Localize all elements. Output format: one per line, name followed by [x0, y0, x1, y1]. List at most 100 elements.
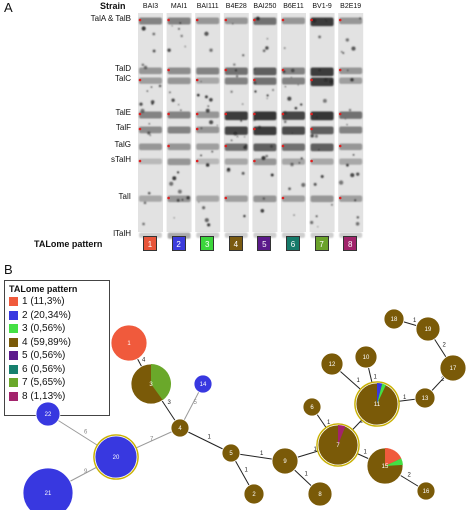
blot-speckle	[312, 18, 317, 23]
blot-speckle	[352, 153, 355, 156]
legend-swatch	[9, 324, 18, 334]
blot-band	[253, 77, 277, 85]
legend-item: 7 (5,65%)	[9, 376, 105, 390]
node-pie-slice	[385, 448, 402, 466]
blot-speckle	[350, 77, 354, 82]
blot-speckle	[322, 98, 327, 103]
blot-speckle	[317, 226, 319, 228]
band-row-label: TalF	[115, 123, 131, 132]
band-marker	[138, 112, 142, 116]
band-marker	[338, 68, 342, 72]
lane-label: B4E28	[225, 3, 247, 10]
band-row-label: TalC	[114, 74, 131, 83]
node-label: 9	[283, 459, 287, 465]
blot-band	[310, 195, 334, 203]
pattern-box: 2	[171, 236, 186, 251]
blot-speckle	[254, 90, 257, 93]
blot-speckle	[290, 162, 294, 167]
blot-speckle	[204, 95, 208, 99]
edge-distance-label: 7	[150, 437, 154, 443]
blot-speckle	[345, 163, 349, 167]
band-marker	[224, 18, 228, 22]
network-node: 2	[243, 483, 265, 505]
band-marker	[310, 112, 313, 116]
blot-speckle	[287, 96, 292, 101]
band-marker	[224, 196, 228, 200]
band-row-label: TalA & TalB	[90, 14, 131, 23]
legend-item: 1 (11,3%)	[9, 295, 105, 309]
blot-speckle	[169, 181, 174, 186]
edge-distance-label: 1	[403, 395, 407, 401]
blot-band	[167, 77, 191, 85]
lane-label: B2E19	[340, 3, 362, 10]
blot-band	[139, 143, 162, 151]
blot-speckle	[184, 45, 187, 48]
blot-speckle	[262, 49, 266, 53]
node-circle	[193, 374, 213, 394]
node-label: 13	[422, 396, 429, 402]
blot-speckle	[262, 197, 266, 200]
blot-speckle	[202, 206, 206, 210]
network-edge	[179, 427, 232, 454]
blot-speckle	[200, 80, 202, 83]
blot-speckle	[150, 86, 153, 88]
network-node: 6	[302, 397, 322, 417]
blot-speckle	[146, 90, 149, 92]
network-node: 19	[415, 316, 441, 342]
blot-speckle	[318, 35, 322, 39]
blot-speckle	[177, 189, 182, 194]
blot-band	[167, 195, 191, 203]
network-node: 17	[439, 354, 467, 382]
blot-speckle	[315, 215, 318, 218]
blot-speckle	[288, 187, 291, 191]
node-circle	[307, 481, 333, 507]
blot-speckle	[261, 156, 266, 161]
blot-band	[196, 17, 220, 25]
band-marker	[310, 78, 313, 82]
edge-distance-label: 1	[413, 318, 417, 324]
node-label: 2	[252, 492, 256, 498]
node-label: 6	[310, 405, 314, 411]
blot-speckle	[330, 203, 333, 206]
blot-speckle	[355, 221, 360, 226]
blot-speckle	[266, 97, 268, 100]
blot-band	[310, 111, 334, 121]
blot-speckle	[253, 81, 257, 85]
blot-speckle	[290, 68, 295, 73]
blot-speckle	[181, 198, 184, 201]
node-circle	[35, 401, 61, 427]
blot-band	[139, 195, 162, 202]
blot-speckle	[205, 163, 210, 167]
blot-speckle	[176, 171, 180, 174]
pattern-box: 4	[228, 236, 243, 251]
blot-speckle	[235, 75, 239, 78]
blot-speckle	[270, 173, 274, 177]
node-label: 1	[127, 341, 131, 347]
blot-band	[196, 111, 220, 119]
blot-speckle	[293, 214, 295, 216]
legend-swatch	[9, 297, 18, 307]
blot-band	[310, 126, 334, 135]
blot-speckle	[242, 54, 245, 57]
blot-speckle	[141, 26, 146, 31]
node-label: 17	[450, 366, 457, 372]
blot-band	[167, 67, 191, 75]
blot-band	[282, 17, 305, 25]
blot-speckle	[356, 172, 360, 176]
blot-speckle	[325, 20, 328, 22]
band-marker	[138, 127, 142, 131]
legend-item: 2 (20,34%)	[9, 309, 105, 323]
pattern-box: 6	[286, 236, 300, 251]
node-circle	[414, 387, 436, 409]
blot-speckle	[234, 69, 238, 72]
blot-speckle	[314, 134, 318, 138]
blot-speckle	[257, 125, 262, 129]
blot-band	[282, 111, 305, 120]
edge-distance-label: 6	[84, 430, 88, 436]
blot-speckle	[320, 175, 324, 179]
node-label: 12	[329, 362, 336, 368]
blot-speckle	[310, 220, 314, 225]
blot-band	[224, 111, 248, 121]
band-marker	[224, 112, 228, 116]
